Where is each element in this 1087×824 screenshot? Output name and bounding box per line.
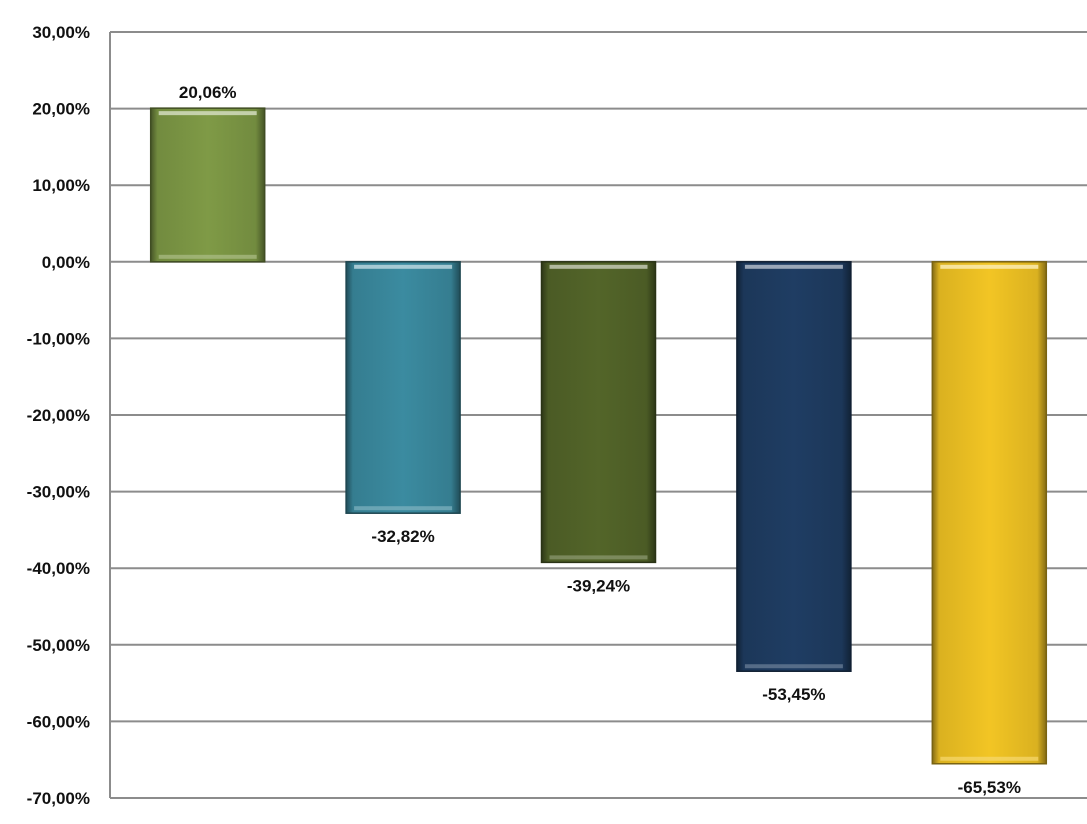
bar-body — [540, 261, 657, 564]
y-tick-label: -70,00% — [27, 789, 90, 808]
bar-body — [931, 261, 1048, 765]
y-tick-label: 30,00% — [32, 23, 90, 42]
bar — [931, 261, 1048, 765]
bar-bevel-top — [549, 264, 648, 269]
bar — [540, 261, 657, 564]
y-tick-label: 20,00% — [32, 100, 90, 119]
y-tick-label: -30,00% — [27, 483, 90, 502]
y-tick-label: -60,00% — [27, 712, 90, 731]
y-tick-label: -10,00% — [27, 329, 90, 348]
y-tick-label: 0,00% — [42, 253, 90, 272]
bar — [736, 261, 852, 672]
data-label: -65,53% — [958, 778, 1021, 797]
y-tick-label: -50,00% — [27, 636, 90, 655]
bar — [149, 107, 266, 263]
bar-body — [736, 261, 852, 672]
data-label: -39,24% — [567, 576, 630, 595]
bar-bevel-bottom — [549, 555, 648, 560]
bar-bevel-top — [158, 111, 257, 116]
bars — [149, 107, 1048, 765]
bar-bevel-top — [354, 264, 453, 269]
bar-bevel-top — [744, 264, 843, 269]
bar-body — [149, 107, 266, 263]
bar-bevel-top — [940, 264, 1039, 269]
y-tick-label: -40,00% — [27, 559, 90, 578]
data-label: 20,06% — [179, 83, 237, 102]
bar-bevel-bottom — [354, 506, 453, 511]
bar-bevel-bottom — [744, 664, 843, 669]
data-label: -32,82% — [371, 527, 434, 546]
bar-body — [345, 261, 461, 514]
y-tick-label: -20,00% — [27, 406, 90, 425]
data-label: -53,45% — [762, 685, 825, 704]
y-axis: 30,00% 20,00% 10,00% 0,00% -10,00% -20,00% -30… — [27, 23, 111, 808]
bar — [345, 261, 461, 514]
bar-bevel-bottom — [940, 756, 1039, 761]
bar-bevel-bottom — [158, 254, 257, 259]
data-labels: 20,06% -32,82% -39,24% -53,45% -65,53% — [179, 83, 1021, 797]
y-tick-label: 10,00% — [32, 176, 90, 195]
